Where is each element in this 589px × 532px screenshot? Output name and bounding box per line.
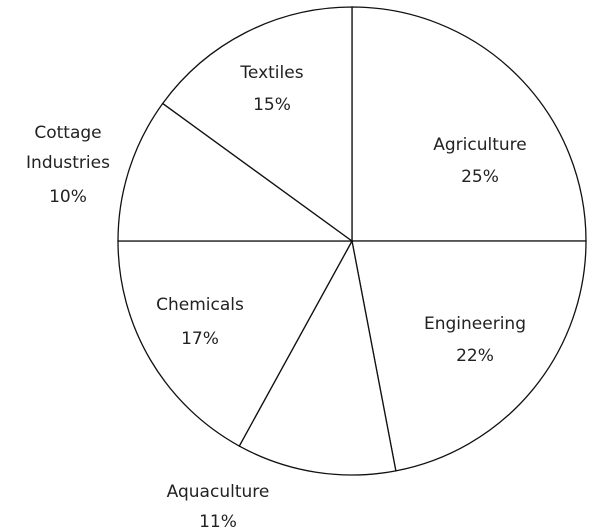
slice-label: Aquaculture [166,482,270,502]
slice-value-label: 15% [253,95,291,115]
slice-value-label: 22% [456,346,494,366]
pie-slice [117,240,354,447]
slice-value-label: 25% [461,167,499,187]
slice-value-label: 11% [199,512,237,532]
slice-value-label: 17% [181,329,219,349]
slice-value-label: 10% [49,187,87,207]
pie-slice [351,6,587,242]
slice-label: Cottage Industries [26,123,110,173]
slice-label: Engineering [424,314,526,334]
slice-label: Agriculture [433,135,527,155]
slice-label: Textiles [240,63,304,83]
pie-slice [117,102,355,242]
pie-slice [238,239,397,476]
pie-slice [351,240,587,472]
slice-label: Chemicals [156,295,244,315]
pie-slice [161,6,353,243]
